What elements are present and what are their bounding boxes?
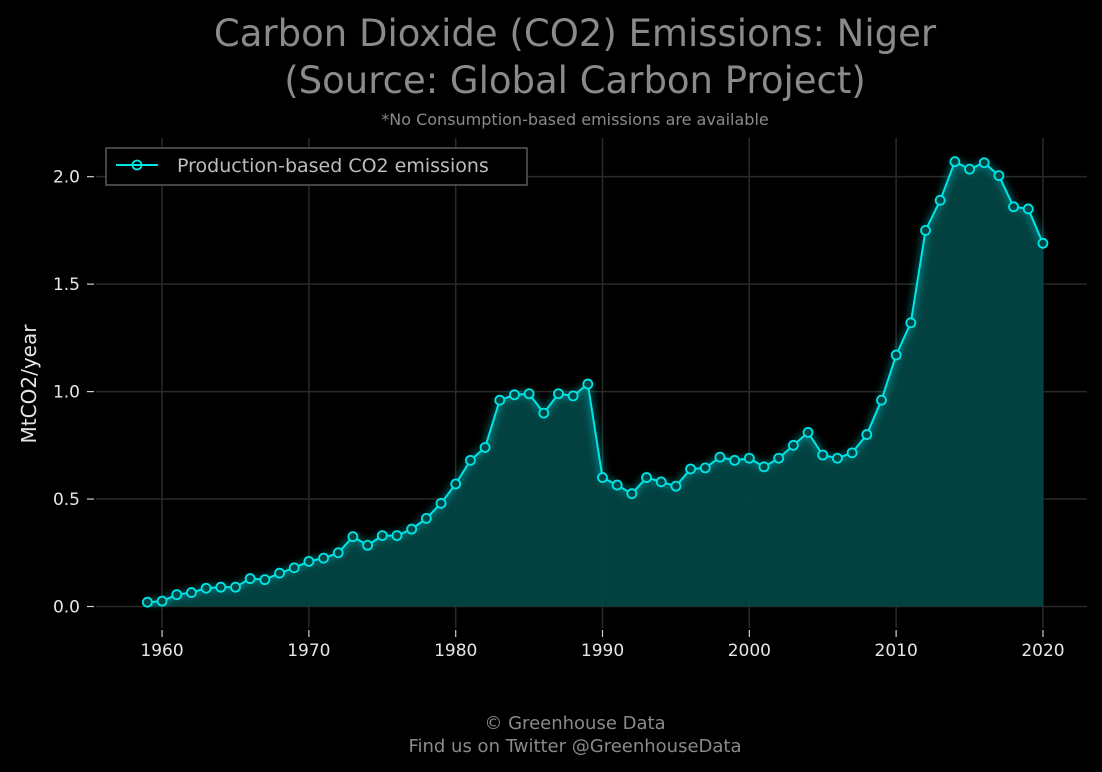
data-point-1975	[376, 530, 388, 541]
x-tick-label-2010: 2010	[875, 641, 918, 661]
data-point-2001	[758, 461, 770, 473]
data-point-1962	[186, 587, 197, 598]
data-point-1968	[274, 567, 285, 579]
data-point-1959	[141, 596, 153, 608]
x-tick-label-1980: 1980	[434, 641, 477, 661]
chart-subtitle: *No Consumption-based emissions are avai…	[381, 110, 769, 129]
data-point-2009	[876, 394, 887, 406]
data-point-2018	[1008, 201, 1019, 213]
y-axis: 0.0 0.5 1.0 1.5 2.0	[53, 168, 94, 618]
data-point-2000	[743, 452, 755, 464]
area-layer	[141, 156, 1049, 608]
data-point-1993	[641, 472, 652, 483]
series-area-fill	[147, 161, 1043, 607]
data-point-2006	[832, 452, 843, 464]
y-tick-label-2: 1.0	[53, 383, 80, 403]
data-point-2020	[1037, 237, 1049, 249]
data-point-1992	[626, 488, 638, 500]
legend-frame	[105, 147, 528, 186]
data-point-1973	[347, 531, 359, 543]
data-point-1989	[582, 378, 594, 390]
x-tick-label-2020: 2020	[1021, 641, 1064, 661]
data-point-1996	[685, 463, 696, 475]
data-point-1980	[450, 478, 462, 490]
data-point-1964	[215, 581, 227, 593]
y-tick-label-1: 0.5	[53, 490, 80, 510]
y-axis-label: MtCO2/year	[17, 324, 41, 444]
data-point-2013	[934, 194, 946, 206]
data-point-2012	[920, 225, 931, 236]
legend: Production-based CO2 emissions	[105, 147, 528, 186]
data-point-1983	[494, 394, 506, 406]
x-tick-label-1960: 1960	[140, 641, 183, 661]
legend-marker-swatch	[131, 159, 143, 171]
legend-label: Production-based CO2 emissions	[177, 155, 489, 177]
data-point-1987	[553, 388, 564, 400]
chart-title-line-2: (Source: Global Carbon Project)	[284, 59, 866, 102]
x-axis: 1960 1970 1980 1990 2000 2010 2020	[140, 630, 1065, 661]
data-point-1988	[567, 390, 579, 402]
data-point-1971	[318, 552, 329, 564]
data-point-2015	[964, 163, 975, 175]
data-point-1984	[509, 389, 520, 401]
data-point-1977	[406, 523, 418, 535]
x-tick-label-1970: 1970	[287, 641, 330, 661]
data-point-2016	[978, 157, 990, 169]
data-point-2010	[890, 349, 902, 361]
data-point-1970	[303, 555, 315, 567]
data-point-2002	[773, 452, 785, 464]
data-point-1997	[699, 462, 711, 474]
data-point-1974	[362, 539, 374, 551]
data-point-2017	[993, 170, 1005, 182]
data-point-1972	[332, 547, 344, 559]
data-point-1961	[171, 589, 183, 601]
data-point-2003	[787, 439, 799, 451]
data-point-1963	[200, 582, 212, 594]
data-point-1960	[156, 595, 168, 607]
data-point-1966	[244, 573, 256, 584]
data-point-2007	[846, 447, 858, 459]
data-point-2014	[949, 156, 961, 168]
data-point-2019	[1022, 203, 1034, 215]
data-point-1986	[538, 407, 550, 419]
data-point-1995	[670, 480, 682, 492]
y-tick-label-4: 2.0	[53, 168, 80, 188]
data-point-1994	[655, 476, 667, 488]
y-tick-label-0: 0.0	[53, 598, 80, 618]
footer-copyright: © Greenhouse Data	[484, 713, 665, 734]
data-point-1978	[420, 512, 432, 524]
data-point-1981	[464, 454, 476, 466]
x-tick-label-2000: 2000	[728, 641, 771, 661]
data-point-1990	[597, 472, 608, 483]
footer-twitter: Find us on Twitter @GreenhouseData	[408, 736, 741, 757]
data-point-1985	[523, 388, 535, 400]
data-point-1979	[435, 497, 447, 509]
data-point-2004	[802, 427, 814, 438]
data-point-2011	[905, 317, 917, 329]
data-point-1998	[714, 451, 726, 463]
data-point-2005	[817, 449, 829, 461]
y-tick-label-3: 1.5	[53, 275, 80, 295]
data-point-1991	[611, 479, 623, 491]
data-point-1967	[259, 574, 271, 586]
chart-title-line-1: Carbon Dioxide (CO2) Emissions: Niger	[214, 12, 937, 55]
data-point-1976	[391, 530, 403, 541]
data-point-1965	[230, 581, 241, 593]
data-point-1999	[729, 454, 741, 466]
data-point-1969	[288, 562, 300, 574]
data-point-2008	[861, 429, 873, 440]
x-tick-label-1990: 1990	[581, 641, 624, 661]
data-point-1982	[479, 442, 491, 453]
